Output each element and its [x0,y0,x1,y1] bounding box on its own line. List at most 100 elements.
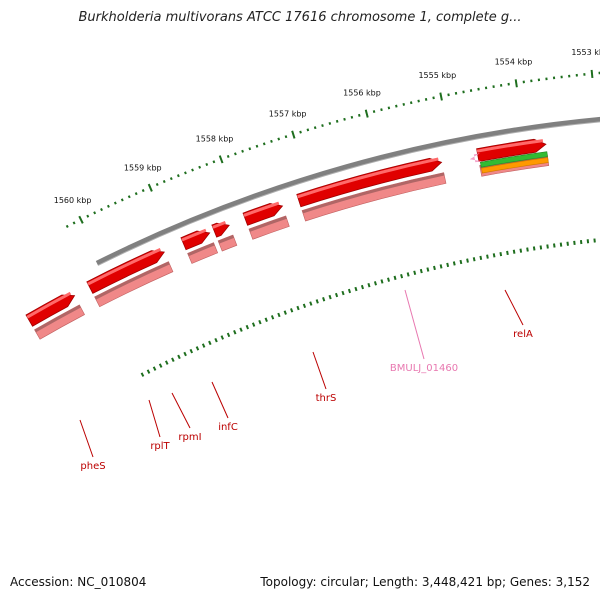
inner-ruler-tick [439,264,443,269]
ruler-minor-tick [321,124,324,128]
gene-arrow-shine [212,221,226,229]
ruler-minor-tick [248,147,252,151]
accession-label: Accession: NC_010804 [10,575,147,589]
ruler-minor-tick [212,160,216,164]
kbp-ruler: 1553 kbp 1554 kbp 1555 kbp 1556 kbp 1557 kbp… [54,48,600,377]
inner-ruler-tick [158,363,163,368]
ruler-label: 1553 kbp [571,48,600,57]
ruler-label: 1560 kbp [54,196,92,205]
inner-ruler-tick [290,308,294,313]
inner-ruler-tick [446,262,450,268]
inner-ruler-tick [380,279,384,284]
inner-ruler-tick [512,249,516,254]
gene-label-leader [148,399,161,438]
inner-ruler-tick [164,360,169,365]
gene-arrow [180,230,211,251]
inner-ruler-tick [270,315,275,320]
inner-ruler-tick [360,284,364,290]
cds-block-edge [34,304,81,333]
inner-ruler-tick [201,343,206,348]
ruler-minor-tick [409,101,413,105]
gene-arrow [86,250,165,294]
ruler-minor-tick [343,117,346,121]
inner-ruler-tick [472,257,476,262]
inner-ruler-tick [492,253,496,258]
inner-ruler-tick [546,244,549,249]
gene-label-thrs: thrS [316,393,337,404]
cds-block-edge [218,235,235,244]
ruler-major-tick [291,130,296,139]
ruler-major-tick [590,69,594,79]
ruler-minor-tick [65,224,69,228]
inner-ruler-tick [208,340,212,346]
ruler-major-tick [78,215,84,224]
inner-ruler-tick [526,247,529,252]
gene-arrow [296,157,443,208]
cds-block-edge [187,242,215,257]
ruler-minor-tick [313,126,317,130]
ruler-minor-tick [86,214,90,218]
inner-ruler-tick [277,312,281,318]
ruler-minor-tick [134,192,138,196]
ruler-minor-tick [350,115,354,119]
inner-ruler-tick [393,275,397,281]
inner-ruler-tick [245,324,250,330]
gene-features [25,138,550,340]
inner-ruler-tick [559,242,563,247]
ruler-minor-tick [234,152,237,156]
gene-label-leader [211,381,229,419]
ruler-minor-tick [417,99,420,103]
backbone-highlight [97,121,600,266]
inner-ruler-tick [309,301,313,306]
gene-label-leader [504,289,524,326]
ruler-label: 1554 kbp [495,58,533,67]
ruler-minor-tick [100,208,103,212]
inner-ruler-tick [214,337,218,343]
ruler-major-tick [439,92,443,101]
ruler-major-tick [218,155,224,164]
gene-track-orange [481,157,549,174]
inner-ruler-tick [239,327,243,332]
inner-ruler-tick [452,261,456,266]
gene-labels: relA BMULJ_01460 thrS infC rpmI rplT pheS [79,289,533,472]
ruler-minor-tick [328,121,332,125]
backbone-arc [95,116,600,266]
gene-arrow-shine [87,248,162,286]
ruler-minor-tick [277,137,281,141]
inner-ruler-tick [183,351,187,357]
inner-ruler-tick [506,250,509,256]
inner-ruler-tick [140,372,145,377]
inner-ruler-tick [146,369,151,374]
inner-ruler-tick [539,245,543,250]
gene-arrow-shine [476,139,544,153]
inner-ruler-tick [367,282,371,288]
ruler-minor-tick [284,135,288,139]
inner-ruler-tick [413,270,417,275]
ruler-major-tick [147,183,153,192]
cds-block-edge [248,215,287,232]
ruler-minor-tick [402,102,406,106]
gene-label-leader [312,351,327,390]
inner-ruler-tick [486,254,489,259]
inner-ruler-tick [466,258,469,263]
ruler-minor-tick [205,162,209,167]
ruler-minor-tick [191,168,194,172]
ruler-minor-tick [335,119,339,123]
ruler-minor-tick [262,142,266,146]
ruler-minor-tick [198,165,202,169]
ruler-minor-tick [306,128,310,132]
inner-ruler-tick [387,277,391,282]
ruler-minor-tick [432,96,435,100]
inner-ruler-tick [264,317,268,322]
inner-ruler-tick [296,305,300,311]
ruler-minor-tick [127,195,131,199]
inner-ruler-tick [315,299,319,304]
inner-ruler-tick [171,357,175,362]
ruler-minor-tick [372,110,376,114]
gene-arrow [25,294,76,327]
inner-ruler-tick [302,303,307,309]
inner-ruler-tick [406,272,410,277]
ruler-minor-tick [299,130,302,134]
topology-summary: Topology: circular; Length: 3,448,421 bp… [260,575,590,589]
ruler-minor-tick [106,204,110,208]
